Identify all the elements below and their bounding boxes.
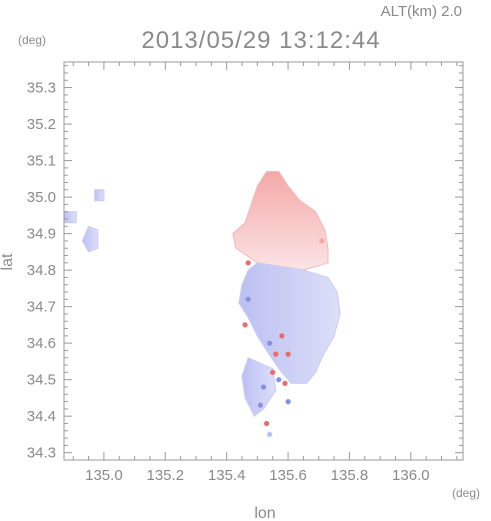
y-tick-label: 35.2 bbox=[27, 116, 56, 133]
echo-spot bbox=[273, 351, 279, 357]
echo-spot bbox=[285, 351, 291, 357]
x-tick-label: 135.6 bbox=[269, 467, 307, 484]
x-axis-title: lon bbox=[254, 505, 275, 521]
chart-title: 2013/05/29 13:12:44 bbox=[141, 27, 380, 54]
echo-spot bbox=[260, 384, 267, 390]
altitude-label: ALT(km) 2.0 bbox=[381, 3, 462, 20]
y-tick-label: 34.3 bbox=[27, 445, 56, 462]
echo-spot bbox=[270, 369, 276, 375]
echo-spot bbox=[279, 333, 285, 339]
echo-region-positive bbox=[232, 171, 329, 271]
x-unit-label: (deg) bbox=[452, 486, 480, 500]
echo-region-negative bbox=[241, 357, 277, 417]
echo-field bbox=[63, 171, 341, 437]
echo-spot bbox=[245, 260, 251, 266]
y-tick-label: 34.5 bbox=[27, 372, 56, 389]
echo-spot bbox=[257, 402, 263, 408]
echo-region-negative bbox=[238, 262, 341, 384]
y-unit-label: (deg) bbox=[18, 33, 46, 47]
echo-spot bbox=[276, 377, 282, 383]
y-tick-label: 34.7 bbox=[27, 299, 56, 316]
y-tick-label: 34.9 bbox=[27, 226, 56, 243]
echo-spot bbox=[282, 380, 288, 386]
echo-spot bbox=[285, 399, 291, 405]
echo-spot bbox=[319, 238, 325, 244]
echo-spot bbox=[267, 431, 273, 437]
echo-region-negative bbox=[94, 189, 105, 202]
echo-region-negative bbox=[81, 225, 99, 253]
y-tick-label: 35.0 bbox=[27, 189, 56, 206]
plot-frame bbox=[63, 61, 464, 461]
echo-spot bbox=[242, 322, 248, 328]
x-tick-label: 135.8 bbox=[331, 467, 369, 484]
y-tick-label: 34.8 bbox=[27, 262, 56, 279]
x-tick-label: 135.4 bbox=[208, 467, 246, 484]
echo-spot bbox=[264, 420, 270, 427]
y-tick-label: 34.6 bbox=[27, 335, 56, 352]
axis-ticks: 135.0 135.2 135.4 135.6 135.8 136.0 34.3 34.4 34… bbox=[27, 62, 463, 484]
y-axis-title: lat bbox=[0, 253, 16, 270]
y-tick-label: 34.4 bbox=[27, 408, 56, 425]
echo-region-negative bbox=[63, 211, 77, 224]
echo-spot bbox=[245, 296, 251, 302]
echo-spot bbox=[267, 340, 273, 346]
x-tick-label: 135.0 bbox=[85, 467, 123, 484]
x-tick-label: 135.2 bbox=[147, 467, 185, 484]
y-tick-label: 35.1 bbox=[27, 153, 56, 170]
x-tick-label: 136.0 bbox=[392, 467, 430, 484]
y-tick-label: 35.3 bbox=[27, 80, 56, 97]
